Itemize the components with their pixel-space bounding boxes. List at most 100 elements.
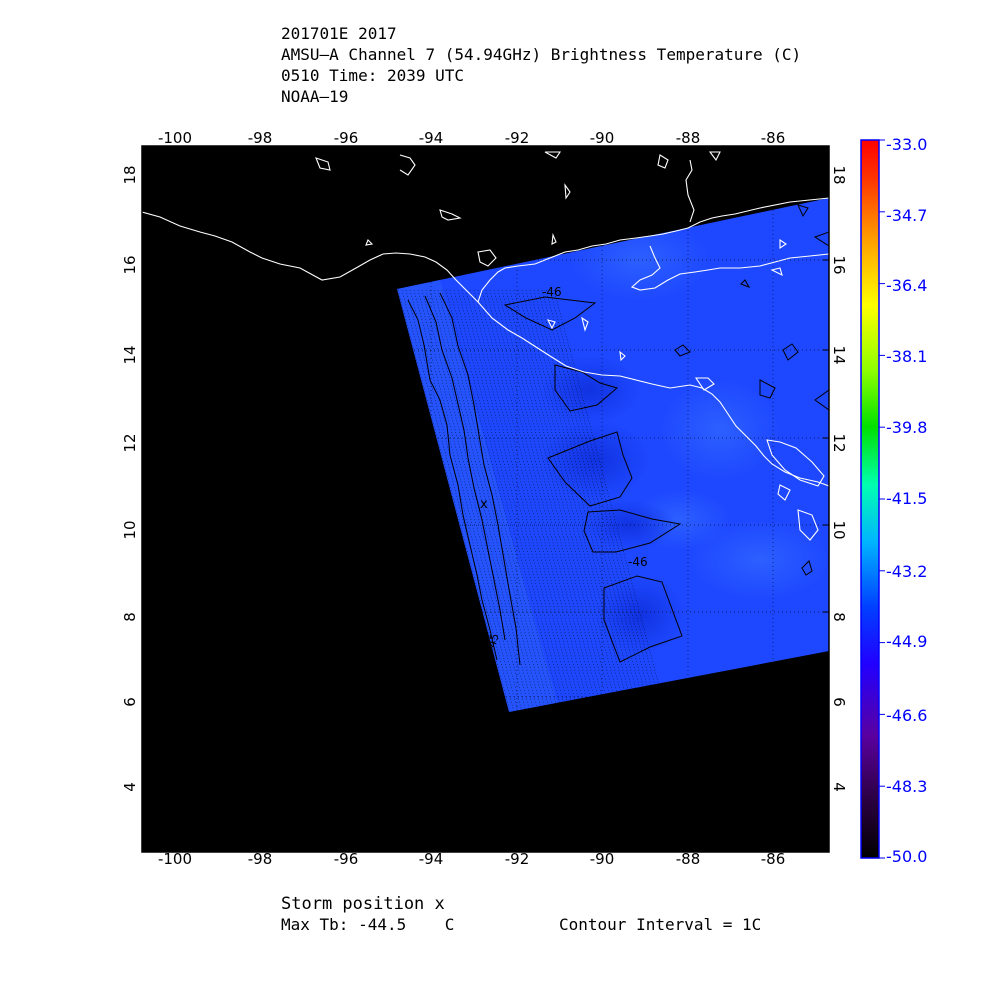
contour-label: -45 <box>484 632 501 653</box>
title-line-4: NOAA–19 <box>281 87 349 106</box>
storm-position-legend: Storm position x <box>281 894 445 914</box>
axis-ticks <box>142 146 829 852</box>
contour-line <box>503 296 597 331</box>
contour-line <box>603 575 683 663</box>
contour-line <box>583 509 682 553</box>
lon-tick-label: -96 <box>334 129 359 147</box>
lon-tick-label: -94 <box>419 129 444 147</box>
swath-hatch-line <box>477 289 591 712</box>
lon-tick-label: -86 <box>761 850 786 868</box>
lat-tick-label: 12 <box>121 433 139 452</box>
lon-tick-label: -98 <box>248 850 273 868</box>
colorbar-labels: -33.0 -34.7 -36.4 -38.1 -39.8 -41.5 -43.… <box>886 135 927 866</box>
swath-hatch-line <box>513 289 627 712</box>
colorbar-label: -43.2 <box>886 562 927 581</box>
contours <box>407 204 829 666</box>
swath-hatch-line <box>525 289 639 712</box>
top-longitude-labels: -100 -98 -96 -94 -92 -90 -88 -86 <box>158 129 785 147</box>
lon-tick-label: -100 <box>158 129 192 147</box>
swath-texture <box>397 220 829 712</box>
swath-hatch-line <box>437 289 551 712</box>
contour-line <box>759 379 776 399</box>
lat-tick-label: 10 <box>830 520 848 539</box>
swath-hatch-line <box>441 289 555 712</box>
swath-hatch-line <box>497 289 611 712</box>
colorbar-label: -50.0 <box>886 847 927 866</box>
left-latitude-labels: 18 16 14 12 10 8 6 4 <box>121 165 139 791</box>
colorbar-label: -48.3 <box>886 777 927 796</box>
swath-hatch-line <box>413 289 527 712</box>
contour-label: -46 <box>628 555 648 569</box>
title-line-1: 201701E 2017 <box>281 24 397 43</box>
swath-hatch-line <box>545 289 659 712</box>
contour-line <box>782 343 799 361</box>
swath-hatch-line <box>425 289 539 712</box>
swath-hatch-line <box>505 289 619 712</box>
lat-tick-label: 18 <box>830 165 848 184</box>
contour-line <box>813 231 829 247</box>
swath-hatch-line <box>465 289 579 712</box>
lat-tick-label: 8 <box>830 612 848 622</box>
swath-hatch-line <box>421 289 535 712</box>
swath-hatch-line <box>493 289 607 712</box>
lon-tick-label: -86 <box>761 129 786 147</box>
coastline <box>142 151 829 541</box>
swath-hatch-line <box>501 289 615 712</box>
max-tb-readout: Max Tb: -44.5 C <box>281 915 455 934</box>
contour-line <box>547 431 633 507</box>
lon-tick-label: -98 <box>248 129 273 147</box>
lon-tick-label: -90 <box>590 129 615 147</box>
lat-tick-label: 14 <box>121 345 139 364</box>
contour-line <box>407 299 498 661</box>
bottom-longitude-labels: -100 -98 -96 -94 -92 -90 -88 -86 <box>158 850 785 868</box>
lon-tick-label: -94 <box>419 850 444 868</box>
contour-line <box>554 364 619 412</box>
contour-line <box>424 295 506 641</box>
lat-tick-label: 10 <box>121 520 139 539</box>
contour-line <box>814 389 829 411</box>
lon-tick-label: -90 <box>590 850 615 868</box>
swath-hatch-line <box>461 289 575 712</box>
title-line-2: AMSU–A Channel 7 (54.94GHz) Brightness T… <box>281 45 802 64</box>
colorbar-label: -38.1 <box>886 347 927 366</box>
colorbar-label: -46.6 <box>886 706 927 725</box>
swath-hatch-line <box>453 289 567 712</box>
colorbar-label: -39.8 <box>886 418 927 437</box>
lat-tick-label: 18 <box>121 165 139 184</box>
plot-frame <box>141 145 830 853</box>
swath-hatch-line <box>533 289 647 712</box>
swath-hatch-line <box>469 289 583 712</box>
graticule <box>142 146 829 852</box>
swath-hatch-line <box>397 289 511 712</box>
lat-tick-label: 14 <box>830 345 848 364</box>
swath-hatch-line <box>541 289 655 712</box>
contour-line <box>740 279 751 288</box>
lat-tick-label: 4 <box>121 782 139 792</box>
lat-tick-label: 8 <box>121 612 139 622</box>
storm-position-marker: x <box>480 497 488 512</box>
lon-tick-label: -88 <box>676 850 701 868</box>
swath-hatch-line <box>529 289 643 712</box>
colorbar-label: -34.7 <box>886 206 927 225</box>
swath-hatch-line <box>549 289 663 712</box>
contour-line <box>797 204 809 218</box>
swath-hatch-line <box>485 289 599 712</box>
swath-hatch-line <box>449 289 563 712</box>
swath-hatch-line <box>457 289 571 712</box>
lat-tick-label: 6 <box>830 697 848 707</box>
colorbar-label: -41.5 <box>886 489 927 508</box>
colorbar-label: -36.4 <box>886 276 927 295</box>
swath-hatch-line <box>473 289 587 712</box>
swath-hatch-line <box>433 289 547 712</box>
swath-hatch-line <box>445 289 559 712</box>
lat-tick-label: 16 <box>830 255 848 274</box>
lat-tick-label: 6 <box>121 697 139 707</box>
swath-hatch-line <box>553 289 667 712</box>
colorbar <box>860 139 880 859</box>
contour-line <box>674 344 691 357</box>
swath-hatch-line <box>429 289 543 712</box>
lon-tick-label: -92 <box>505 129 530 147</box>
lon-tick-label: -92 <box>505 850 530 868</box>
swath-hatch-line <box>417 289 531 712</box>
swath-hatch-line <box>509 289 623 712</box>
